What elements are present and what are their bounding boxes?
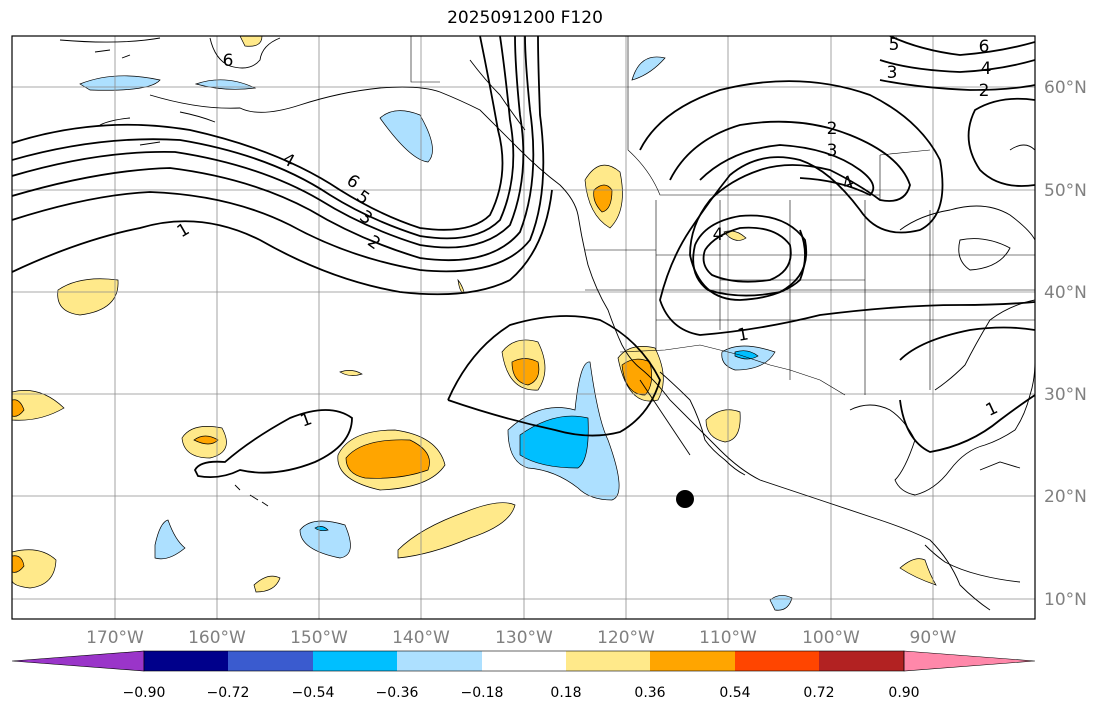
shaded-area (345, 439, 430, 479)
contour-line (669, 120, 911, 301)
contour-label: 6 (223, 51, 234, 71)
colorbar-segment (397, 651, 482, 671)
shaded-area (193, 435, 219, 445)
contour-line (967, 97, 1035, 187)
longitude-label: 140°W (392, 628, 450, 648)
shaded-area (12, 549, 57, 589)
shaded-anomaly-fields (12, 36, 937, 611)
contour-line (889, 36, 1035, 56)
longitude-label: 130°W (495, 628, 553, 648)
shaded-area (631, 56, 666, 81)
shaded-area (511, 358, 540, 386)
shaded-area (12, 390, 65, 421)
latitude-label: 50°N (1044, 181, 1087, 201)
shaded-area (57, 278, 119, 316)
colorbar-outline (143, 650, 905, 672)
contour-line (879, 79, 1035, 91)
contour-label: 6 (979, 37, 990, 57)
contour-line (12, 36, 525, 249)
colorbar-segment (735, 651, 820, 671)
longitude-label: 160°W (188, 628, 246, 648)
contour-line (692, 214, 808, 297)
colorbar-tick-label: −0.18 (461, 685, 504, 701)
shaded-area (519, 415, 589, 469)
storm-center-marker (676, 490, 694, 508)
colorbar-segment (144, 651, 229, 671)
contour-lines (12, 36, 1035, 479)
shaded-area (12, 399, 25, 417)
shaded-area (734, 350, 759, 360)
colorbar-tick-label: −0.72 (207, 685, 250, 701)
shaded-area (397, 502, 516, 559)
colorbar: −0.90 −0.72 −0.54 −0.36 −0.18 0.18 0.36 … (11, 650, 1036, 701)
longitude-label: 150°W (290, 628, 348, 648)
contour-label: 3 (827, 141, 838, 161)
colorbar-extend-low (11, 650, 145, 672)
colorbar-segment (650, 651, 735, 671)
shaded-area (899, 558, 937, 586)
contour-line (193, 409, 353, 479)
contour-line (447, 315, 661, 437)
colorbar-segment (566, 651, 651, 671)
contour-label: 1 (736, 324, 750, 346)
contour-line (899, 394, 1035, 453)
colorbar-tick-label: −0.54 (292, 685, 335, 701)
colorbar-extend-high (903, 650, 1036, 672)
contour-label: 2 (979, 81, 990, 101)
map-background (12, 36, 1035, 619)
shaded-area (154, 519, 186, 560)
map-frame (11, 35, 1036, 620)
coastlines (59, 37, 1035, 611)
colorbar-segment (228, 651, 313, 671)
longitude-label: 120°W (597, 628, 655, 648)
colorbar-tick-label: 0.54 (719, 685, 750, 701)
latitude-label: 10°N (1044, 590, 1087, 610)
contour-line (12, 36, 504, 231)
contour-line (12, 36, 515, 240)
latitude-axis: 60°N 50°N 40°N 30°N 20°N 10°N (1044, 78, 1087, 610)
contour-line (879, 59, 1035, 73)
latitude-label: 20°N (1044, 487, 1087, 507)
political-borders (410, 36, 1035, 396)
contour-label: 5 (889, 35, 900, 55)
colorbar-segment (819, 651, 904, 671)
contour-line (12, 36, 545, 273)
contour-label: 3 (887, 63, 898, 83)
shaded-area (299, 520, 351, 559)
colorbar-segment (482, 651, 567, 671)
longitude-label: 110°W (699, 628, 757, 648)
contour-line (899, 326, 1035, 361)
colorbar-tick-label: 0.36 (634, 685, 665, 701)
contour-line (12, 36, 535, 262)
shaded-area (12, 555, 25, 573)
shaded-area (379, 110, 433, 163)
shaded-area (253, 575, 281, 593)
longitude-axis: 170°W 160°W 150°W 140°W 130°W 120°W 110°… (86, 628, 957, 648)
shaded-area (593, 184, 613, 213)
latitude-label: 40°N (1044, 283, 1087, 303)
contour-line (702, 226, 792, 283)
longitude-label: 170°W (86, 628, 144, 648)
contour-label: 4 (713, 225, 724, 245)
colorbar-tick-label: −0.36 (376, 685, 419, 701)
shaded-area (705, 409, 741, 443)
longitude-label: 90°W (910, 628, 957, 648)
colorbar-tick-label: 0.90 (888, 685, 919, 701)
contour-line (12, 189, 553, 296)
latitude-label: 60°N (1044, 78, 1087, 98)
colorbar-segment (313, 651, 398, 671)
colorbar-tick-label: 0.72 (803, 685, 834, 701)
shaded-area (339, 370, 363, 376)
longitude-label: 100°W (802, 628, 860, 648)
colorbar-tick-label: −0.90 (123, 685, 166, 701)
contour-line (639, 80, 1035, 336)
contour-line (699, 144, 875, 197)
latitude-label: 30°N (1044, 385, 1087, 405)
contour-label: 2 (827, 119, 838, 139)
map-title: 2025091200 F120 (447, 8, 603, 28)
contour-label: 4 (981, 59, 992, 79)
colorbar-tick-label: 0.18 (550, 685, 581, 701)
